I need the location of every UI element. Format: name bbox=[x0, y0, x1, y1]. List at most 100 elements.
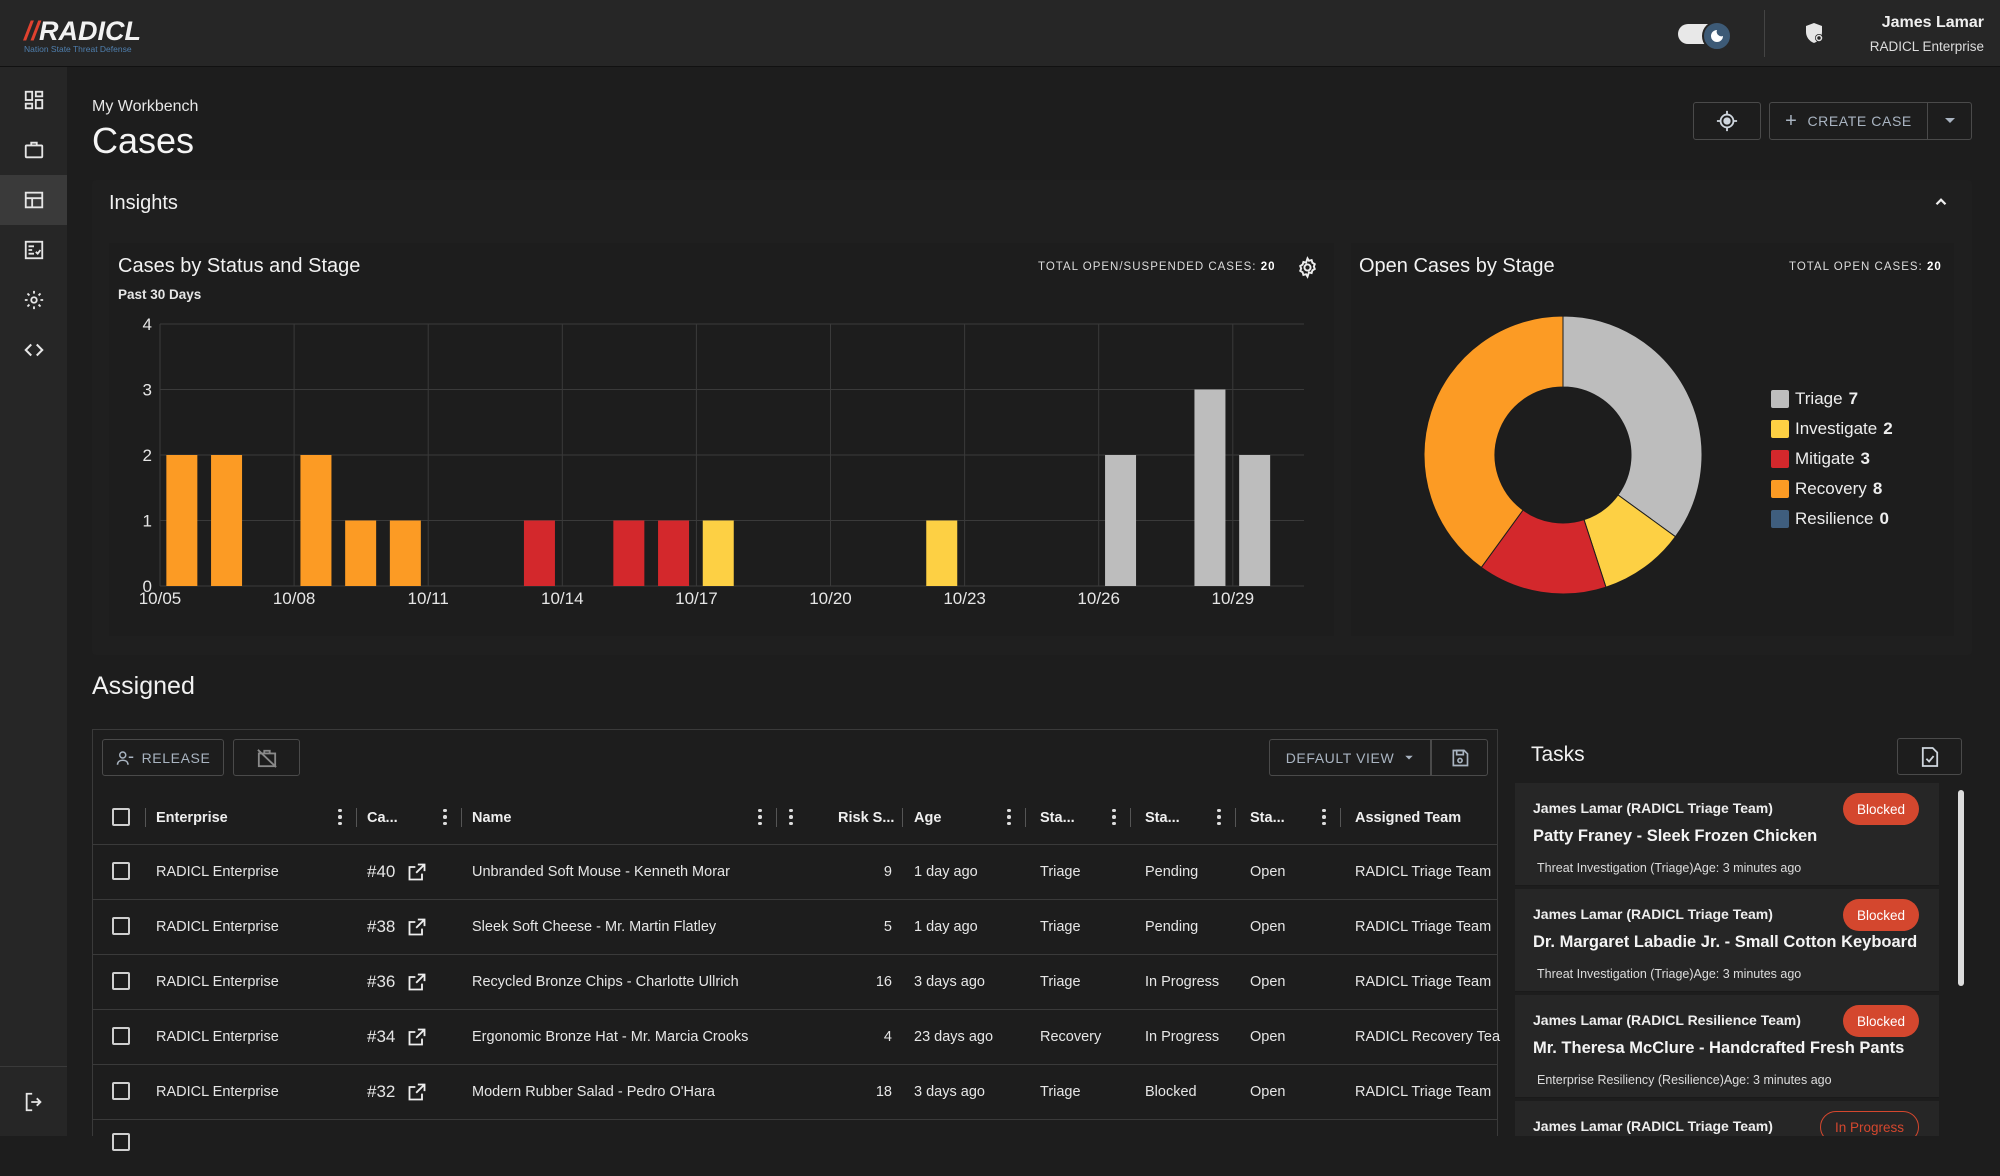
archive-button[interactable] bbox=[233, 739, 300, 776]
cell-name[interactable]: Recycled Bronze Chips - Charlotte Ullric… bbox=[472, 974, 739, 990]
slice-recovery[interactable] bbox=[1423, 315, 1564, 569]
cell-case-id[interactable]: #32 bbox=[367, 1082, 396, 1101]
cell-status: Pending bbox=[1145, 864, 1199, 880]
legend-item-resilience[interactable]: Resilience 0 bbox=[1771, 504, 1893, 534]
cell-case-id[interactable]: #34 bbox=[367, 1027, 396, 1046]
cell-name[interactable]: Sleek Soft Cheese - Mr. Martin Flatley bbox=[472, 919, 717, 935]
total-open-cases-value: 20 bbox=[1926, 261, 1942, 273]
select-all-checkbox[interactable] bbox=[112, 808, 130, 826]
col-age-menu-icon[interactable] bbox=[1003, 807, 1015, 827]
task-owner: James Lamar (RADICL Triage Team) bbox=[1533, 906, 1773, 922]
table-row[interactable]: RADICL Enterprise #32 Modern Rubber Sala… bbox=[93, 1065, 1497, 1120]
task-report-button[interactable] bbox=[1897, 738, 1962, 775]
legend-item-investigate[interactable]: Investigate 2 bbox=[1771, 414, 1893, 444]
theme-toggle[interactable] bbox=[1678, 21, 1734, 51]
checklist-icon[interactable] bbox=[0, 225, 67, 275]
task-card[interactable]: James Lamar (RADICL Triage Team) In Prog… bbox=[1515, 1101, 1939, 1136]
cases-icon[interactable] bbox=[0, 175, 67, 225]
open-in-new-icon[interactable] bbox=[407, 1010, 427, 1064]
cell-name[interactable]: Ergonomic Bronze Hat - Mr. Marcia Crooks bbox=[472, 1029, 749, 1045]
x-tick-label: 10/23 bbox=[943, 589, 986, 608]
col-age[interactable]: Age bbox=[914, 809, 942, 826]
locate-button[interactable] bbox=[1693, 102, 1761, 140]
task-card[interactable]: James Lamar (RADICL Triage Team) Blocked… bbox=[1515, 783, 1939, 886]
open-in-new-icon[interactable] bbox=[407, 845, 427, 899]
x-tick-label: 10/05 bbox=[139, 589, 182, 608]
settings-icon[interactable] bbox=[0, 275, 67, 325]
y-tick-label: 2 bbox=[143, 446, 152, 465]
col-enterprise-menu-icon[interactable] bbox=[334, 807, 346, 827]
legend-item-mitigate[interactable]: Mitigate 3 bbox=[1771, 444, 1893, 474]
legend-label: Triage bbox=[1795, 389, 1843, 408]
moon-icon bbox=[1702, 21, 1732, 51]
col-status-menu-icon[interactable] bbox=[1213, 807, 1225, 827]
dashboard-icon[interactable] bbox=[0, 75, 67, 125]
open-in-new-icon[interactable] bbox=[407, 955, 427, 1009]
task-name[interactable]: Patty Franey - Sleek Frozen Chicken bbox=[1533, 827, 1818, 845]
task-status-badge: Blocked bbox=[1842, 899, 1919, 931]
col-case[interactable]: Ca... bbox=[367, 809, 398, 826]
col-state[interactable]: Sta... bbox=[1250, 809, 1285, 826]
task-list-scrollbar[interactable] bbox=[1958, 790, 1964, 986]
task-name[interactable]: Dr. Margaret Labadie Jr. - Small Cotton … bbox=[1533, 933, 1918, 951]
col-stage[interactable]: Sta... bbox=[1040, 809, 1075, 826]
col-state-menu-icon[interactable] bbox=[1318, 807, 1330, 827]
task-name[interactable]: Mr. Theresa McClure - Handcrafted Fresh … bbox=[1533, 1039, 1905, 1057]
create-case-button[interactable]: + CREATE CASE bbox=[1769, 102, 1928, 140]
task-card[interactable]: James Lamar (RADICL Triage Team) Blocked… bbox=[1515, 889, 1939, 992]
col-risk[interactable]: Risk S... bbox=[838, 809, 895, 826]
security-shield-icon[interactable] bbox=[1802, 21, 1826, 45]
chart-settings-icon[interactable] bbox=[1296, 256, 1319, 284]
default-view-dropdown[interactable]: DEFAULT VIEW bbox=[1269, 739, 1431, 776]
col-name[interactable]: Name bbox=[472, 809, 512, 826]
open-in-new-icon[interactable] bbox=[407, 900, 427, 954]
logo-tagline: Nation State Threat Defense bbox=[24, 44, 132, 54]
release-button[interactable]: RELEASE bbox=[102, 739, 224, 776]
briefcase-icon[interactable] bbox=[0, 125, 67, 175]
radicl-logo[interactable]: //RADICL Nation State Threat Defense bbox=[24, 16, 141, 54]
assigned-table-panel bbox=[92, 729, 1498, 1136]
legend-item-triage[interactable]: Triage 7 bbox=[1771, 384, 1893, 414]
col-assigned-team[interactable]: Assigned Team bbox=[1355, 809, 1462, 826]
code-icon[interactable] bbox=[0, 325, 67, 375]
row-checkbox[interactable] bbox=[112, 862, 130, 880]
cell-case-id[interactable]: #40 bbox=[367, 862, 396, 881]
col-case-menu-icon[interactable] bbox=[439, 807, 451, 827]
table-row[interactable] bbox=[93, 1121, 1497, 1176]
col-stage-menu-icon[interactable] bbox=[1108, 807, 1120, 827]
row-checkbox[interactable] bbox=[112, 1082, 130, 1100]
cell-state: Open bbox=[1250, 919, 1286, 935]
breadcrumb[interactable]: My Workbench bbox=[92, 98, 199, 115]
table-row[interactable]: RADICL Enterprise #36 Recycled Bronze Ch… bbox=[93, 955, 1497, 1010]
col-enterprise[interactable]: Enterprise bbox=[156, 809, 228, 826]
row-checkbox[interactable] bbox=[112, 917, 130, 935]
cell-name[interactable]: Modern Rubber Salad - Pedro O'Hara bbox=[472, 1084, 715, 1100]
legend-item-recovery[interactable]: Recovery 8 bbox=[1771, 474, 1893, 504]
slice-triage[interactable] bbox=[1562, 315, 1703, 538]
save-view-button[interactable] bbox=[1431, 739, 1488, 776]
row-checkbox[interactable] bbox=[112, 972, 130, 990]
table-row[interactable]: RADICL Enterprise #38 Sleek Soft Cheese … bbox=[93, 900, 1497, 955]
chevron-up-icon[interactable] bbox=[1932, 193, 1950, 216]
bar-mitigate bbox=[523, 520, 555, 586]
cell-name[interactable]: Unbranded Soft Mouse - Kenneth Morar bbox=[472, 864, 730, 880]
task-card[interactable]: James Lamar (RADICL Resilience Team) Blo… bbox=[1515, 995, 1939, 1098]
col-name-menu-icon[interactable] bbox=[754, 807, 766, 827]
logout-icon[interactable] bbox=[0, 1077, 67, 1127]
row-checkbox[interactable] bbox=[112, 1027, 130, 1045]
cell-risk-score: 16 bbox=[875, 974, 892, 990]
y-tick-label: 1 bbox=[143, 512, 152, 531]
open-in-new-icon[interactable] bbox=[407, 1065, 427, 1119]
table-row[interactable]: RADICL Enterprise #34 Ergonomic Bronze H… bbox=[93, 1010, 1500, 1065]
task-meta: Enterprise Resiliency (Resilience)Age: 3… bbox=[1537, 1073, 1832, 1087]
cell-case-id[interactable]: #38 bbox=[367, 917, 396, 936]
table-row[interactable]: RADICL Enterprise #40 Unbranded Soft Mou… bbox=[93, 845, 1497, 900]
create-case-dropdown[interactable] bbox=[1927, 102, 1972, 140]
page-title: Cases bbox=[92, 120, 195, 161]
col-status[interactable]: Sta... bbox=[1145, 809, 1180, 826]
col-risk-menu-icon[interactable] bbox=[785, 807, 797, 827]
user-name[interactable]: James Lamar bbox=[1881, 14, 1984, 31]
cell-case-id[interactable]: #36 bbox=[367, 972, 396, 991]
cell-risk-score: 4 bbox=[883, 1029, 892, 1045]
x-tick-label: 10/11 bbox=[408, 589, 449, 608]
